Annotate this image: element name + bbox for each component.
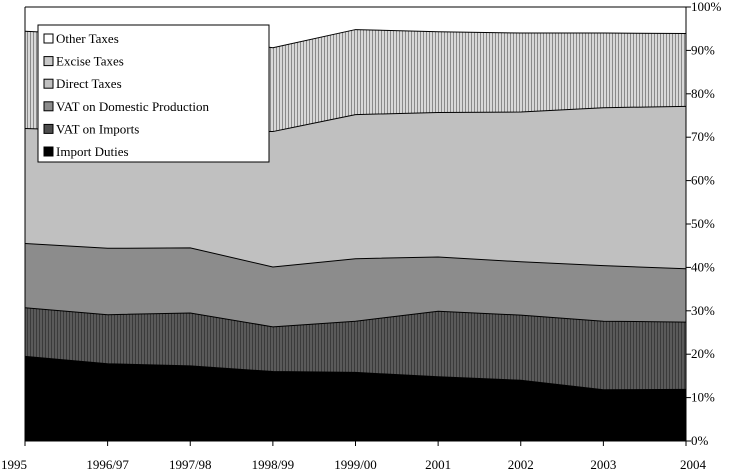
y-tick-label: 90% xyxy=(691,42,715,57)
x-tick-label: 1995 xyxy=(1,457,27,472)
area-import-duties xyxy=(25,356,686,441)
legend-label-import-duties: Import Duties xyxy=(56,144,129,159)
y-tick-label: 100% xyxy=(691,0,722,14)
legend-label-direct-taxes: Direct Taxes xyxy=(56,76,122,91)
legend: Other Taxes Excise Taxes Direct Taxes VAT o… xyxy=(37,24,270,163)
x-tick-label: 1996/97 xyxy=(86,457,129,472)
x-tick-label: 2002 xyxy=(508,457,534,472)
x-tick-label: 2003 xyxy=(590,457,616,472)
x-axis-labels: 1995 1996/97 1997/98 1998/99 1999/00 2001 2002… xyxy=(1,441,707,472)
y-tick-label: 20% xyxy=(691,346,715,361)
legend-label-excise-taxes: Excise Taxes xyxy=(56,54,124,69)
area-vat-on-domestic-production xyxy=(25,243,686,327)
y-tick-label: 50% xyxy=(691,216,715,231)
x-tick-label: 1998/99 xyxy=(252,457,295,472)
x-tick-label: 2001 xyxy=(425,457,451,472)
legend-label-vat-on-imports: VAT on Imports xyxy=(56,121,139,136)
line-top-vat-on-imports xyxy=(24,307,687,328)
y-tick-label: 80% xyxy=(691,86,715,101)
y-tick-label: 70% xyxy=(691,129,715,144)
legend-box xyxy=(37,24,270,163)
y-tick-label: 10% xyxy=(691,390,715,405)
y-tick-label: 60% xyxy=(691,173,715,188)
x-tick-label: 1999/00 xyxy=(334,457,377,472)
legend-swatch-import-duties xyxy=(43,146,54,157)
legend-label-vat-on-domestic-production: VAT on Domestic Production xyxy=(56,99,209,114)
x-tick-label: 2004 xyxy=(680,457,707,472)
y-tick-label: 30% xyxy=(691,303,715,318)
line-top-import-duties xyxy=(24,355,687,391)
line-top-vat-on-domestic-production xyxy=(24,243,687,270)
legend-swatch-vat-on-domestic-production xyxy=(43,101,54,112)
legend-label-other-taxes: Other Taxes xyxy=(56,31,119,46)
y-tick-label: 0% xyxy=(691,433,709,448)
x-tick-label: 1997/98 xyxy=(169,457,212,472)
legend-swatch-excise-taxes xyxy=(43,56,54,67)
y-tick-label: 40% xyxy=(691,259,715,274)
area-other-taxes xyxy=(25,7,686,48)
legend-swatch-other-taxes xyxy=(43,33,54,44)
legend-swatch-direct-taxes xyxy=(43,78,54,89)
legend-swatch-vat-on-imports xyxy=(43,123,54,134)
y-axis: 0% 10% 20% 30% 40% 50% 60% 70% 80% 90% 100% xyxy=(25,0,722,448)
area-vat-on-imports xyxy=(25,307,686,390)
